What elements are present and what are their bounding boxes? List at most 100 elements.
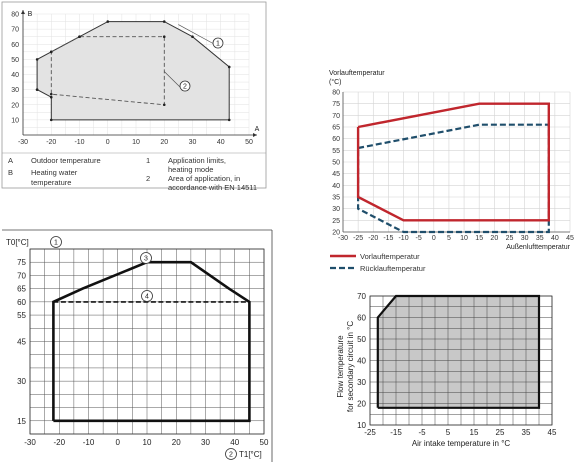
y-axis-marker: 1 (54, 240, 58, 247)
y-tick-label: 30 (357, 378, 366, 387)
x-tick-label: 30 (189, 139, 197, 146)
y-tick-label: 55 (332, 148, 340, 155)
y-tick-label: 20 (332, 230, 340, 237)
y-tick-label: 70 (17, 271, 26, 280)
series-1-point (35, 88, 39, 91)
callout-4-label-circle (141, 290, 153, 302)
y-axis-title-line2: (°C) (329, 78, 342, 86)
series-2-point (49, 92, 53, 96)
x-tick-label: 40 (551, 235, 559, 242)
y-tick-label: 50 (357, 335, 366, 344)
series-2-point (162, 35, 166, 38)
legend-text-1-line1: Application limits, (168, 156, 226, 165)
x-axis-arrow (253, 133, 257, 137)
x-tick-label: 45 (566, 235, 574, 242)
x-tick-label: 20 (160, 139, 168, 146)
y-tick-label: 55 (17, 311, 26, 320)
x-tick-label: 0 (116, 438, 121, 447)
x-tick-label: 25 (496, 428, 505, 437)
x-tick-label: -25 (353, 235, 363, 242)
x-tick-label: 25 (506, 235, 514, 242)
x-axis-marker: 2 (229, 452, 233, 459)
y-axis-title-line2: for secondary circuit in °C (346, 321, 355, 412)
y-tick-label: 65 (332, 125, 340, 132)
y-tick-label: 75 (17, 258, 26, 267)
series-1-point (49, 95, 53, 99)
x-axis-letter: A (255, 126, 260, 133)
x-axis-title: T1[°C] (239, 450, 262, 459)
legend-label-vorlauf: Vorlauftemperatur (360, 252, 420, 261)
x-tick-label: 15 (470, 428, 479, 437)
x-tick-label: 10 (143, 438, 152, 447)
x-tick-label: 5 (446, 428, 451, 437)
chart-frame (1, 1, 267, 189)
y-axis-letter: B (28, 11, 33, 18)
series-1-point (49, 118, 53, 122)
x-tick-label: 0 (106, 139, 110, 146)
y-tick-label: 70 (357, 292, 366, 301)
series-area-fill (377, 296, 539, 408)
x-axis-title: Außenlufttemperatur (506, 244, 570, 251)
x-axis-title: Air intake temperature in °C (412, 439, 511, 448)
x-axis-marker-circle (225, 448, 237, 460)
y-axis-title: T0[°C] (6, 238, 29, 247)
series-3-line (52, 260, 251, 423)
x-tick-label: -20 (53, 438, 65, 447)
legend-text-1-line2: heating mode (168, 165, 213, 174)
y-tick-label: 40 (11, 72, 19, 79)
chart-bottom-left: -30 -20 -10 0 10 20 30 40 50 15 30 45 55 60 65 70 75 T0[°… (2, 229, 273, 462)
legend-label-ruecklauf: Rücklauftemperatur (360, 264, 426, 273)
y-tick-label: 30 (11, 87, 19, 94)
y-tick-label: 80 (332, 90, 340, 97)
y-tick-label: 60 (11, 42, 19, 49)
y-tick-label: 40 (357, 357, 366, 366)
chart-top-left: -30 -20 -10 0 10 20 30 40 501020304050607080AB12… (1, 1, 267, 192)
y-tick-label: 45 (17, 338, 26, 347)
series-ruecklauf-line (357, 123, 550, 234)
x-tick-label: -5 (418, 428, 426, 437)
x-tick-label: -30 (18, 139, 28, 146)
legend-text-2-line2: accordance with EN 14511 (168, 183, 257, 192)
y-axis-arrow (21, 10, 25, 14)
series-vorlauf-line (356, 102, 550, 222)
series-1-point (227, 65, 231, 69)
legend-text-a: Outdoor temperature (31, 156, 101, 165)
callout-4-label: 4 (145, 294, 149, 301)
x-tick-label: 5 (447, 235, 451, 242)
x-tick-label: -30 (338, 235, 348, 242)
x-tick-label: -25 (364, 428, 376, 437)
y-tick-label: 40 (332, 183, 340, 190)
y-tick-label: 50 (332, 160, 340, 167)
y-tick-label: 80 (11, 12, 19, 19)
x-tick-label: 30 (521, 235, 529, 242)
x-tick-label: 0 (432, 235, 436, 242)
callout-3-label: 3 (144, 256, 148, 263)
legend-key-b: B (8, 168, 13, 177)
legend-text-b-line2: temperature (31, 178, 71, 187)
series-1-point (35, 58, 39, 61)
legend-key-1: 1 (146, 156, 150, 165)
y-tick-label: 75 (332, 101, 340, 108)
y-tick-label: 60 (357, 314, 366, 323)
x-tick-label: -15 (383, 235, 393, 242)
y-tick-label: 35 (332, 195, 340, 202)
x-tick-label: 15 (475, 235, 483, 242)
callout-2-leader (164, 71, 182, 89)
x-tick-label: 35 (536, 235, 544, 242)
legend-text-2-line1: Area of application, in (168, 174, 240, 183)
series-2-point (49, 50, 53, 54)
legend-key-a: A (8, 156, 13, 165)
legend-key-2: 2 (146, 174, 150, 183)
y-tick-label: 10 (357, 421, 366, 430)
series-1-point (227, 118, 231, 122)
y-tick-label: 70 (11, 27, 19, 34)
x-tick-label: 50 (260, 438, 269, 447)
chart-bottom-right: -25 -15 -5 5 15 25 35 45 10 20 30 40 50 60 70 Air intak… (336, 292, 557, 448)
callout-2-label-circle (179, 80, 191, 92)
x-tick-label: -15 (390, 428, 402, 437)
x-tick-label: 40 (217, 139, 225, 146)
y-tick-label: 20 (357, 400, 366, 409)
series-1-point (191, 35, 194, 38)
x-tick-label: 20 (172, 438, 181, 447)
